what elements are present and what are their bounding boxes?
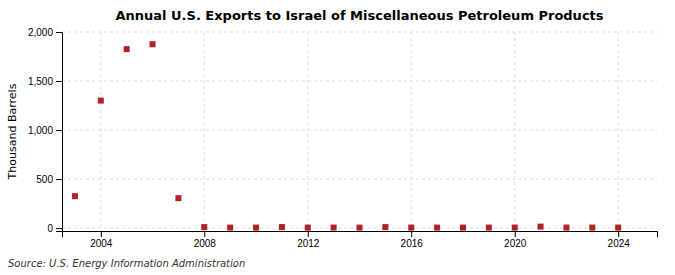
grid-line-x: [100, 32, 101, 231]
point: [201, 224, 207, 230]
point: [563, 225, 569, 231]
tick-mark: [308, 231, 309, 237]
tick-mark: [101, 231, 102, 237]
point: [253, 225, 259, 231]
tick-label: 500: [36, 174, 53, 185]
tick: 2024: [608, 231, 631, 249]
point: [124, 46, 130, 52]
tick: 0: [47, 223, 62, 234]
tick: 2008: [194, 231, 217, 249]
point: [227, 225, 233, 231]
y-axis-label: Thousand Barrels: [6, 83, 19, 180]
grid-line-y: [62, 32, 657, 33]
tick-mark: [411, 231, 412, 237]
tick: 2,000: [28, 27, 62, 38]
grid-line-x: [204, 32, 205, 231]
point: [460, 225, 466, 231]
y-axis: 0 500 1,000 1,500 2,000: [28, 27, 63, 234]
point: [408, 225, 414, 231]
point: [589, 225, 595, 231]
tick-mark: [56, 81, 62, 82]
grid-line-y: [62, 179, 657, 180]
tick-label: 2020: [504, 238, 527, 249]
tick: 1,000: [28, 125, 62, 136]
tick-label: 2016: [401, 238, 424, 249]
grid-line-y: [62, 81, 657, 82]
axis-line: [56, 33, 63, 232]
tick-label: 2004: [90, 238, 113, 249]
tick-mark: [56, 32, 62, 33]
point: [615, 225, 621, 231]
tick-label: 1,500: [28, 76, 53, 87]
point: [486, 225, 492, 231]
point: [434, 225, 440, 231]
axis-line: [63, 232, 658, 238]
grid: [62, 32, 657, 231]
tick: 2012: [297, 231, 320, 249]
point: [279, 224, 285, 230]
title: Annual U.S. Exports to Israel of Miscell…: [115, 8, 603, 23]
point: [305, 225, 311, 231]
grid-line-x: [307, 32, 308, 231]
tick: 2020: [504, 231, 527, 249]
tick: 500: [36, 174, 62, 185]
tick: 1,500: [28, 76, 62, 87]
tick-label: 0: [47, 223, 53, 234]
point: [538, 224, 544, 230]
grid-line-y: [62, 130, 657, 131]
grid-line-x: [514, 32, 515, 231]
tick-label: 1,000: [28, 125, 53, 136]
grid-line-x: [618, 32, 619, 231]
point: [98, 98, 104, 104]
tick-mark: [204, 231, 205, 237]
point: [175, 195, 181, 201]
tick: 2016: [401, 231, 424, 249]
tick: 2004: [90, 231, 113, 249]
tick-label: 2024: [608, 238, 631, 249]
tick-mark: [618, 231, 619, 237]
chart-svg: 2004 2008 2012 2016 2020 2024 0 500 1,000 1,500 2,…: [0, 0, 675, 275]
tick-label: 2008: [194, 238, 217, 249]
points: [72, 41, 621, 230]
point: [72, 193, 78, 199]
tick-label: 2,000: [28, 27, 53, 38]
point: [512, 225, 518, 231]
source: Source: U.S. Energy Information Administ…: [8, 258, 245, 269]
grid-line-x: [411, 32, 412, 231]
point: [382, 224, 388, 230]
tick-mark: [515, 231, 516, 237]
point: [331, 225, 337, 231]
chart-container: 2004 2008 2012 2016 2020 2024 0 500 1,000 1,500 2,…: [0, 0, 675, 275]
tick-mark: [56, 179, 62, 180]
tick-label: 2012: [297, 238, 320, 249]
tick-mark: [56, 130, 62, 131]
point: [357, 225, 363, 231]
plot-area: 2004 2008 2012 2016 2020 2024 0 500 1,000 1,500 2,…: [28, 27, 658, 249]
x-axis: 2004 2008 2012 2016 2020 2024: [63, 231, 658, 249]
point: [150, 41, 156, 47]
tick-mark: [56, 228, 62, 229]
